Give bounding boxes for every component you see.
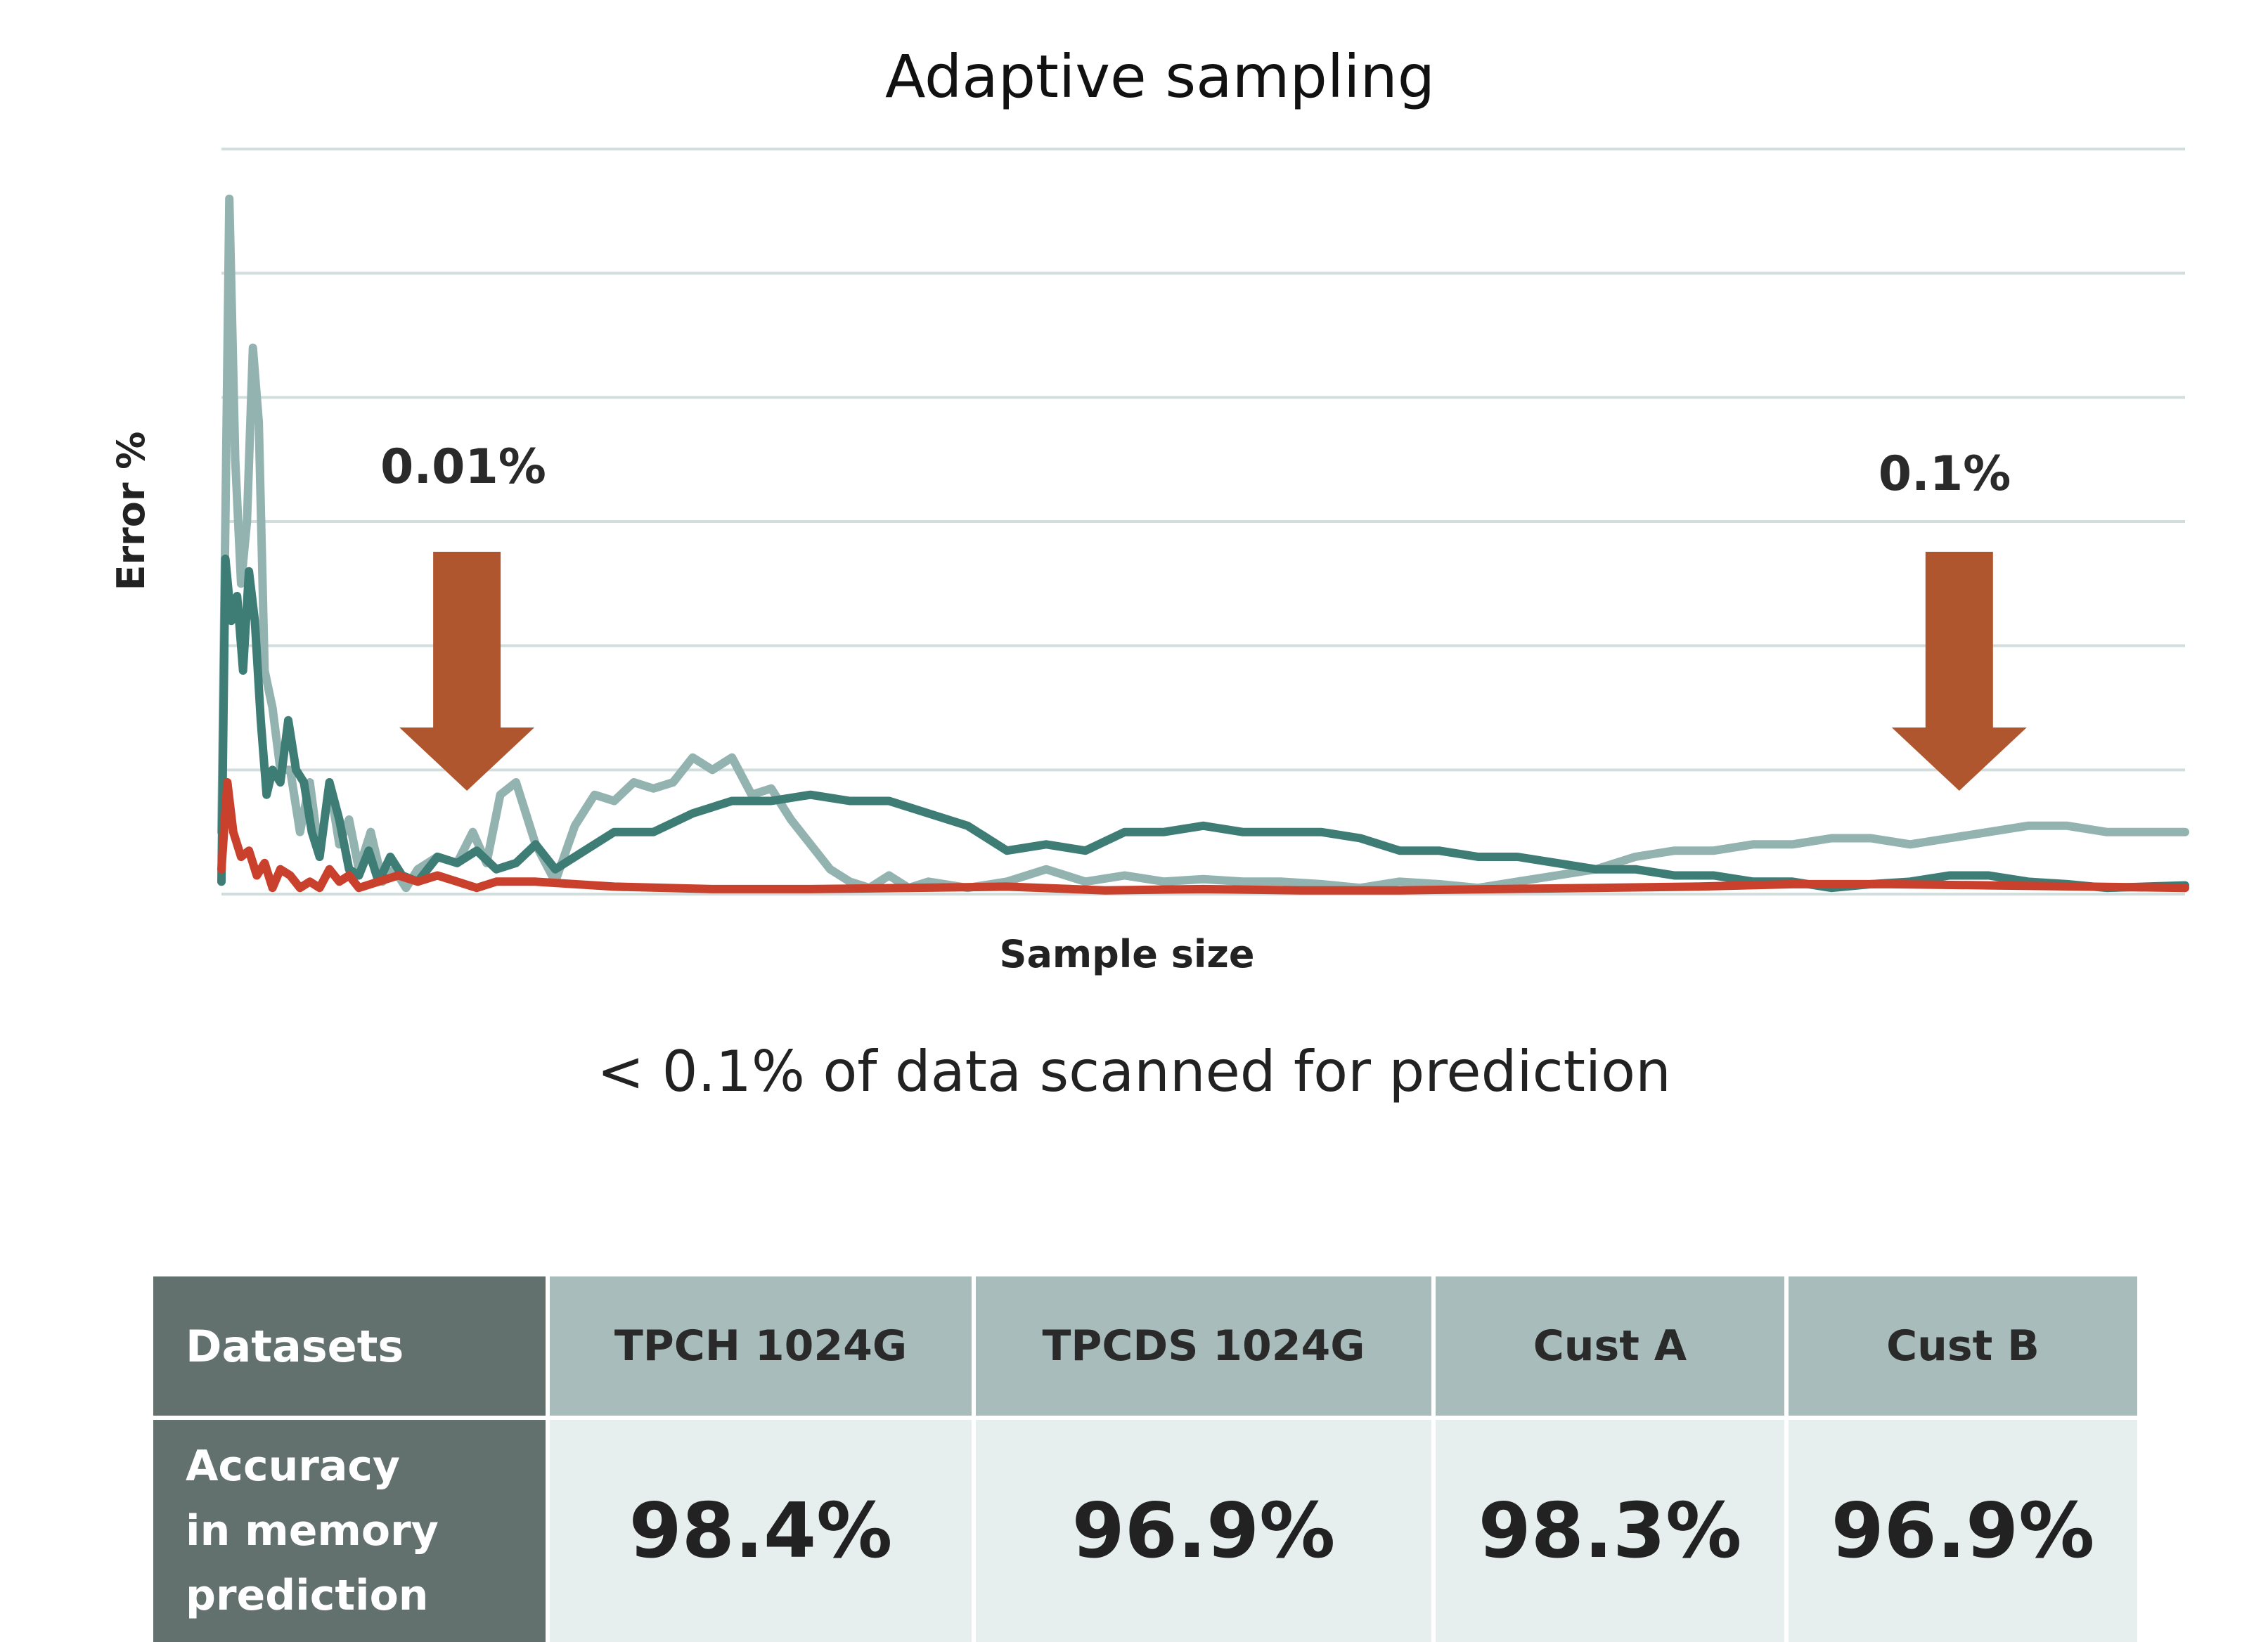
row-label: Accuracy in memory prediction — [149, 1416, 550, 1646]
series-line-red — [217, 778, 2189, 895]
column-header: TPCDS 1024G — [972, 1272, 1436, 1420]
x-axis-label: Sample size — [1000, 932, 1255, 976]
annotation-label-right: 0.1% — [1879, 446, 2011, 502]
adaptive-sampling-chart: Adaptive sampling Error % Sample size 0.… — [109, 42, 2189, 976]
series-line-dark-teal — [217, 555, 2189, 893]
column-header: Cust A — [1431, 1272, 1789, 1420]
column-header: TPCH 1024G — [546, 1272, 976, 1420]
annotation-label-left: 0.01% — [380, 439, 546, 495]
caption: < 0.1% of data scanned for prediction — [597, 1039, 1671, 1104]
accuracy-value: 98.4% — [546, 1416, 976, 1646]
row-label-line: Accuracy — [186, 1442, 401, 1491]
annotation-arrow-down-icon — [1891, 552, 2027, 791]
accuracy-value: 96.9% — [972, 1416, 1436, 1646]
table-row: Accuracy in memory prediction 98.4% 96.9… — [149, 1416, 2141, 1646]
accuracy-value: 98.3% — [1431, 1416, 1789, 1646]
table-header-label: Datasets — [149, 1272, 550, 1420]
table-header-row: Datasets TPCH 1024G TPCDS 1024G Cust A C… — [149, 1272, 2141, 1420]
column-header: Cust B — [1784, 1272, 2141, 1420]
series-line-light-teal — [217, 194, 2189, 893]
y-axis-label: Error % — [109, 432, 153, 591]
row-label-line: in memory — [186, 1506, 439, 1556]
accuracy-value: 96.9% — [1784, 1416, 2141, 1646]
annotation-arrows — [399, 552, 2027, 791]
series-lines — [217, 194, 2189, 895]
gridlines — [221, 148, 2185, 895]
annotation-arrow-down-icon — [399, 552, 535, 791]
accuracy-table: Datasets TPCH 1024G TPCDS 1024G Cust A C… — [149, 1272, 2141, 1646]
row-label-line: prediction — [186, 1571, 429, 1620]
chart-title: Adaptive sampling — [885, 42, 1435, 111]
